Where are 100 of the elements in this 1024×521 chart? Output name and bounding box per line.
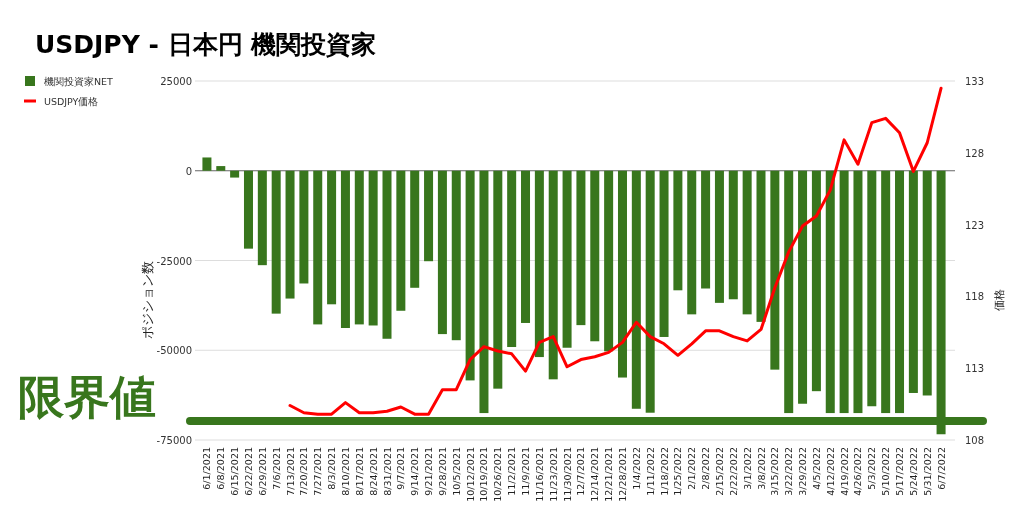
bar (714, 170, 724, 303)
x-tick-label: 12/7/2021 (575, 447, 587, 496)
x-tick-label: 5/3/2022 (866, 447, 878, 490)
bar (340, 170, 350, 328)
bar (617, 170, 627, 378)
bar (424, 170, 434, 262)
bar (770, 170, 780, 370)
bar (437, 170, 447, 335)
x-tick-label: 1/18/2022 (658, 447, 670, 496)
x-tick-label: 5/17/2022 (894, 447, 906, 496)
x-tick-label: 10/26/2021 (492, 447, 504, 502)
bar (562, 170, 572, 348)
x-tick-label: 4/19/2022 (838, 447, 850, 496)
x-tick-label: 6/15/2021 (229, 447, 241, 496)
x-tick-label: 3/1/2022 (741, 447, 753, 490)
bar (853, 170, 863, 414)
legend-label: 機関投資家NET (44, 76, 114, 87)
x-tick-label: 8/3/2021 (326, 447, 338, 490)
bar (811, 170, 821, 392)
bar (701, 170, 711, 289)
x-tick-label: 8/24/2021 (367, 447, 379, 496)
bar (895, 170, 905, 414)
x-tick-label: 8/10/2021 (339, 447, 351, 496)
x-tick-label: 6/29/2021 (256, 447, 268, 496)
bar (742, 170, 752, 315)
y2-tick-label: 128 (965, 147, 985, 159)
bar (285, 170, 295, 299)
bar (465, 170, 475, 381)
x-tick-label: 8/17/2021 (353, 447, 365, 496)
x-tick-label: 6/22/2021 (242, 447, 254, 496)
bar (756, 170, 766, 322)
x-tick-label: 6/1/2021 (201, 447, 213, 490)
x-tick-label: 6/7/2022 (935, 447, 947, 490)
x-tick-label: 11/2/2021 (506, 447, 518, 496)
bar (271, 170, 281, 314)
x-tick-label: 12/21/2021 (603, 447, 615, 502)
x-tick-label: 7/6/2021 (270, 447, 282, 490)
y-tick-label: -25000 (156, 255, 192, 267)
x-tick-label: 10/19/2021 (478, 447, 490, 502)
x-tick-label: 10/5/2021 (450, 447, 462, 496)
x-tick-label: 9/21/2021 (423, 447, 435, 496)
bar (604, 170, 614, 352)
x-tick-label: 3/8/2022 (755, 447, 767, 490)
x-tick-label: 6/8/2021 (215, 447, 227, 490)
bar (299, 170, 309, 284)
y-tick-label: 25000 (160, 76, 192, 87)
x-tick-label: 4/12/2022 (824, 447, 836, 496)
x-tick-label: 8/31/2021 (381, 447, 393, 496)
y2-tick-label: 123 (965, 219, 985, 231)
legend-label: USDJPY価格 (44, 96, 99, 107)
bar (590, 170, 600, 342)
line-series (288, 86, 943, 416)
bar (396, 170, 406, 311)
y2-axis-title: 価格 (993, 289, 1006, 311)
bar (576, 170, 586, 326)
x-tick-label: 2/1/2022 (686, 447, 698, 490)
x-tick-label: 12/28/2021 (616, 447, 628, 502)
x-tick-label: 7/20/2021 (298, 447, 310, 496)
x-tick-label: 2/22/2022 (727, 447, 739, 496)
bar (521, 170, 531, 323)
bar (451, 170, 461, 341)
x-tick-label: 3/29/2022 (797, 447, 809, 496)
bar (798, 170, 808, 404)
bar (382, 170, 392, 339)
bar (368, 170, 378, 326)
x-tick-label: 2/15/2022 (713, 447, 725, 496)
x-tick-label: 5/24/2022 (907, 447, 919, 496)
y-tick-label: 0 (185, 165, 192, 177)
x-tick-label: 10/12/2021 (464, 447, 476, 502)
x-tick-label: 3/22/2022 (783, 447, 795, 496)
x-tick-label: 5/31/2022 (921, 447, 933, 496)
bar (867, 170, 877, 407)
bar (493, 170, 503, 389)
bar (257, 170, 267, 266)
y2-tick-label: 108 (965, 435, 985, 446)
x-tick-label: 4/26/2022 (852, 447, 864, 496)
y2-tick-label: 118 (965, 291, 985, 303)
x-tick-label: 4/5/2022 (810, 447, 822, 490)
y2-tick-label: 113 (965, 363, 985, 375)
bar (507, 170, 517, 348)
bar (659, 170, 669, 337)
x-tick-label: 11/23/2021 (547, 447, 559, 502)
bar (728, 170, 738, 300)
bar (673, 170, 683, 291)
x-tick-label: 11/30/2021 (561, 447, 573, 502)
bar (216, 166, 226, 171)
x-tick-label: 12/14/2021 (589, 447, 601, 502)
bar (202, 157, 212, 171)
x-tick-label: 7/27/2021 (312, 447, 324, 496)
x-tick-label: 1/11/2022 (644, 447, 656, 496)
x-tick-label: 11/9/2021 (520, 447, 532, 496)
bar (922, 170, 932, 396)
x-tick-label: 9/7/2021 (395, 447, 407, 490)
bar (548, 170, 558, 380)
x-tick-label: 11/16/2021 (533, 447, 545, 502)
y-axis-title: ポジション数 (140, 261, 155, 339)
bar (784, 170, 794, 414)
bar (825, 170, 835, 414)
bar (908, 170, 918, 393)
x-tick-label: 1/25/2022 (672, 447, 684, 496)
